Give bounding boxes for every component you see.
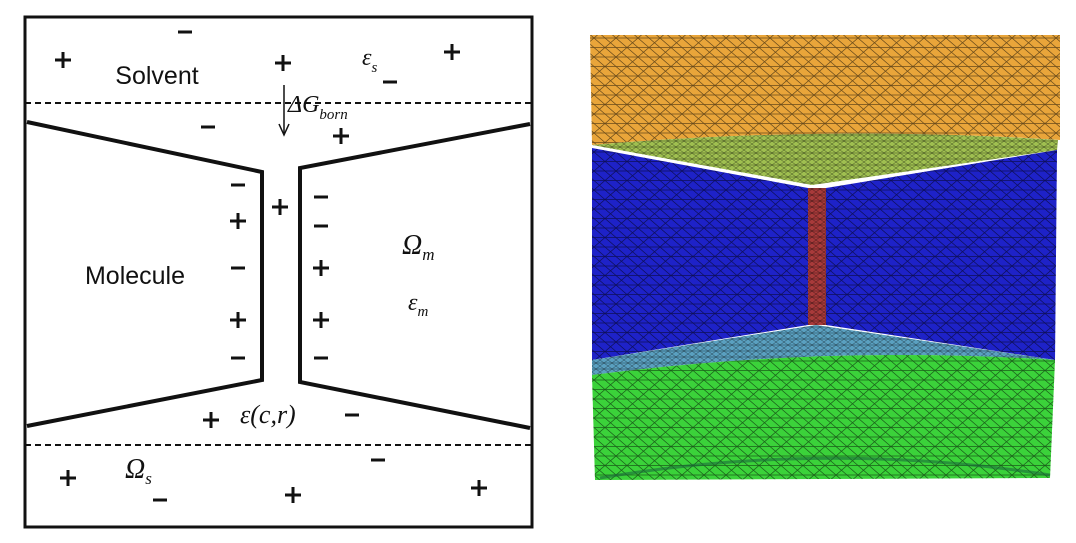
eps-cr: ε(c,r)	[240, 400, 296, 429]
molecule-wall	[298, 122, 531, 430]
eps-m: εm	[408, 290, 428, 320]
rim	[599, 456, 1051, 480]
schematic: Solvent Molecule εs ΔGborn Ωm εm ε(c,r) …	[23, 15, 534, 529]
delta-g-born: ΔGborn	[287, 92, 348, 123]
molecule-label: Molecule	[85, 262, 185, 290]
mesh-lines	[808, 188, 826, 325]
eps-s: εs	[362, 45, 377, 76]
omega-m: Ωm	[402, 230, 435, 264]
solvent-label: Solvent	[115, 62, 198, 90]
mesh-lines	[592, 148, 1057, 360]
mesh-lines	[590, 35, 1060, 145]
mesh-lines	[592, 355, 1055, 480]
molecule-wall	[26, 120, 264, 428]
mesh-rendering	[590, 35, 1060, 480]
omega-s: Ωs	[125, 454, 152, 488]
mesh-lines	[592, 325, 1055, 375]
arrow-head	[278, 123, 290, 137]
charges	[55, 30, 487, 503]
mesh-lines	[592, 133, 1058, 185]
